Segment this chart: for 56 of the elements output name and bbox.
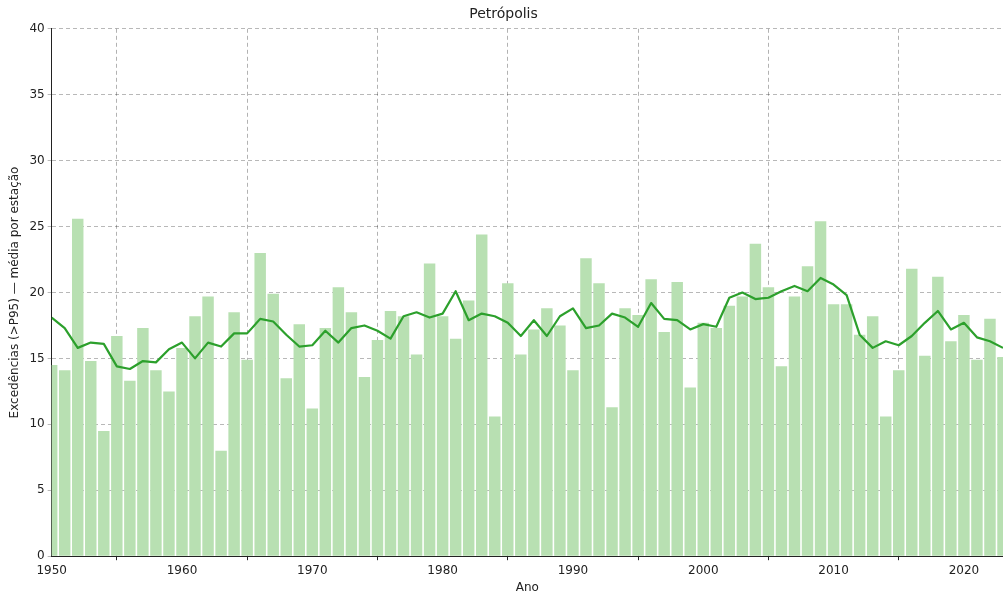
bar [775, 366, 788, 556]
bar [345, 312, 358, 556]
bar [827, 304, 840, 556]
bar [85, 361, 97, 556]
y-tick-label: 5 [37, 482, 45, 497]
bar [762, 287, 775, 556]
bar [489, 416, 501, 556]
bar [736, 296, 749, 556]
bar [306, 408, 319, 556]
bar [684, 387, 696, 556]
bar [371, 339, 384, 556]
bar [410, 354, 423, 556]
bar [436, 316, 449, 556]
y-axis-title: Excedências (>P95) — média por estação [7, 166, 22, 419]
y-tick-label: 15 [29, 350, 45, 365]
bar [788, 296, 801, 556]
bar [710, 328, 723, 556]
bar [423, 263, 436, 556]
bar [723, 305, 736, 556]
bar [319, 328, 332, 556]
bar [332, 287, 345, 556]
x-tick-label: 1980 [427, 562, 458, 577]
bar [293, 324, 306, 556]
x-tick-label: 1970 [297, 562, 328, 577]
x-tick-label: 1990 [557, 562, 589, 577]
bar [893, 370, 905, 556]
bar [449, 338, 462, 556]
bar [697, 322, 709, 556]
x-axis-title: Ano [515, 579, 539, 594]
x-tick-label: 1960 [166, 562, 198, 577]
bar [814, 221, 827, 556]
bar [475, 234, 488, 556]
bar [840, 304, 853, 556]
x-tick-label: 2010 [818, 562, 849, 577]
y-tick-label: 0 [37, 548, 45, 563]
bar [462, 300, 475, 556]
y-tick-label: 40 [29, 20, 45, 35]
y-tick-label: 10 [29, 416, 45, 431]
chart-title: Petrópolis [469, 5, 538, 22]
bar [358, 376, 371, 556]
bar [879, 416, 892, 556]
bar [866, 316, 879, 556]
x-tick-label: 2000 [687, 562, 719, 577]
bar [384, 310, 397, 556]
y-tick-label: 30 [29, 152, 45, 167]
bar [397, 316, 410, 556]
x-tick-label: 1950 [36, 562, 67, 577]
bar [749, 243, 762, 556]
bar [72, 218, 84, 556]
bar [280, 378, 292, 556]
y-tick-label: 25 [29, 218, 45, 233]
x-tick-label: 2020 [948, 562, 980, 577]
bar [801, 266, 814, 556]
y-tick-label: 20 [29, 284, 45, 299]
bar [853, 334, 866, 556]
y-tick-label: 35 [29, 86, 45, 101]
